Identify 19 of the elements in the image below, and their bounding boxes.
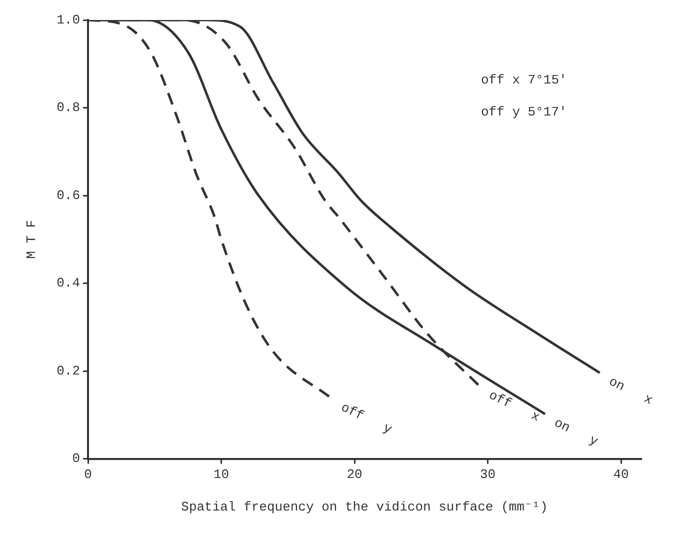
text: off y <box>338 400 394 438</box>
x-tick-label: 10 <box>213 467 230 482</box>
x-tick-label: 40 <box>613 467 629 482</box>
text: on y <box>552 415 601 450</box>
annotation: off y 5°17' <box>481 104 567 120</box>
y-tick-label: 1.0 <box>56 12 80 28</box>
text: off x <box>486 388 542 425</box>
x-tick-label: 20 <box>346 467 362 482</box>
y-tick-label: 0.6 <box>56 188 80 203</box>
x-axis-title: Spatial frequency on the vidicon surface (mm⁻¹) <box>181 500 548 515</box>
x-tick-label: 30 <box>480 467 496 482</box>
annotation: off x 7°15' <box>481 72 567 88</box>
y-tick-label: 0.8 <box>56 100 80 116</box>
y-tick-label: 0 <box>72 451 80 466</box>
text: on x <box>606 374 656 408</box>
y-tick-label: 0.4 <box>56 276 80 291</box>
y-tick-label: 0.2 <box>56 363 80 378</box>
y-axis-title: M T F <box>24 220 40 259</box>
x-tick-label: 0 <box>84 467 92 482</box>
